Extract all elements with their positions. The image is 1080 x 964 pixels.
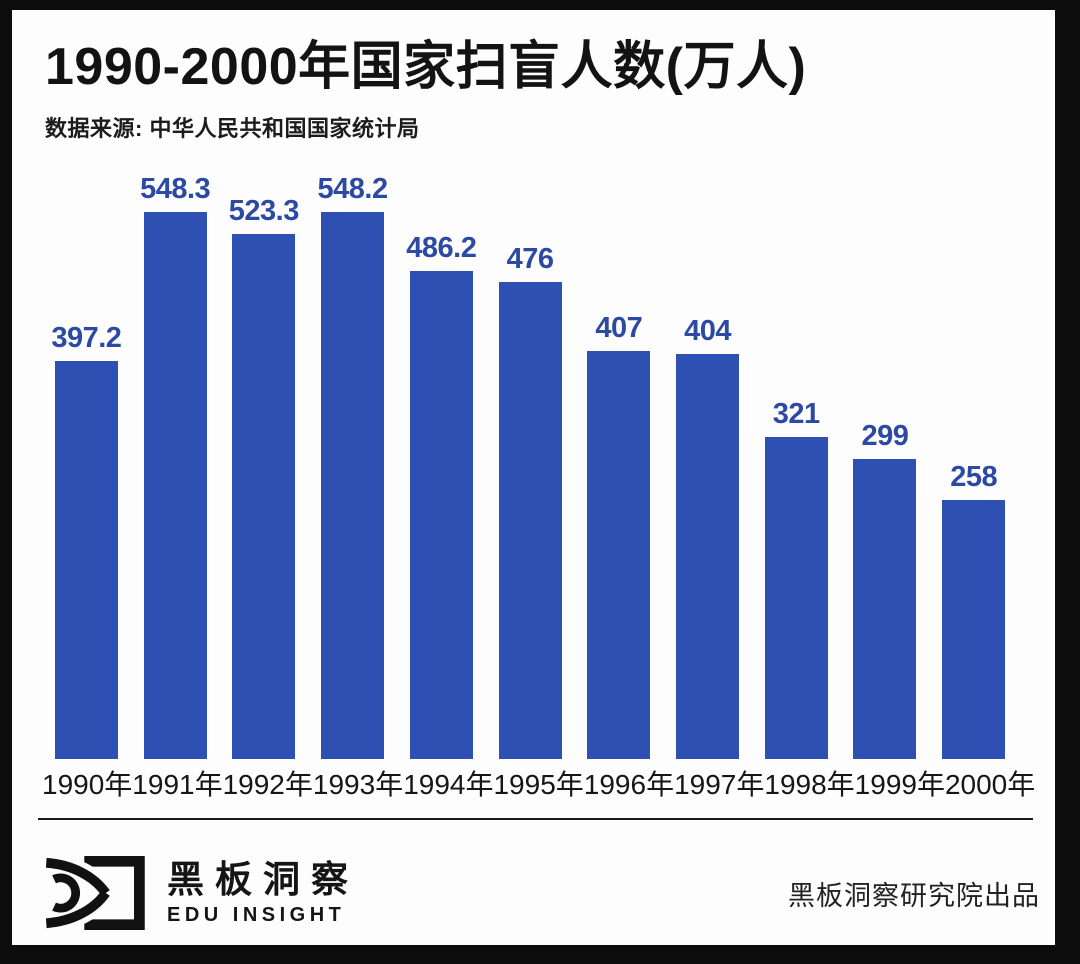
bar-1996年: [587, 350, 651, 759]
bar-slot: 523.3: [219, 173, 308, 759]
bar-value-label: 548.2: [317, 172, 389, 205]
brand-name-english: EDU INSIGHT: [167, 903, 346, 926]
bar-value-label: 397.2: [51, 321, 122, 354]
x-axis-label: 1990年: [42, 768, 133, 800]
bar-1993年: [321, 211, 385, 759]
brand-text: 黑板洞察 EDU INSIGHT: [167, 859, 359, 927]
bar-slot: 548.2: [308, 173, 397, 759]
brand-name-chinese: 黑板洞察: [167, 859, 359, 901]
bar-value-label: 476: [506, 242, 554, 275]
x-axis-label: 1991年: [132, 768, 223, 800]
header: 1990-2000年国家扫盲人数(万人) 数据来源: 中华人民共和国国家统计局: [12, 10, 1055, 143]
bar-1997年: [676, 353, 739, 759]
footer: 黑板洞察 EDU INSIGHT 黑板洞察研究院出品: [45, 854, 1040, 933]
bar-slot: 321: [752, 173, 841, 759]
bar-value-label: 548.3: [140, 172, 211, 205]
edu-insight-eye-blackboard-logo-icon: [45, 854, 145, 933]
x-axis-label: 1992年: [222, 768, 313, 800]
bar-slot: 404: [663, 173, 752, 759]
bar-slot: 486.2: [397, 173, 486, 759]
bar-slot: 397.2: [42, 173, 131, 759]
bar-value-label: 407: [595, 311, 643, 344]
footer-divider-rule: [38, 818, 1033, 821]
credit-text: 黑板洞察研究院出品: [788, 880, 1040, 911]
bar-value-label: 486.2: [406, 231, 477, 264]
x-axis-label: 1994年: [403, 768, 494, 800]
bar-1998年: [764, 436, 828, 759]
data-source-note: 数据来源: 中华人民共和国国家统计局: [45, 115, 420, 141]
bar-1994年: [409, 270, 473, 759]
bar-1991年: [143, 211, 207, 759]
bar-value-label: 299: [861, 419, 909, 452]
bar-1995年: [498, 281, 562, 759]
x-axis-label: 1999年: [854, 768, 945, 800]
x-axis-label: 1995年: [493, 768, 584, 800]
x-axis-labels: 1990年 1991年 1992年 1993年 1994年 1995年 1996年 1997年…: [42, 768, 1035, 802]
bar-value-label: 258: [950, 460, 998, 493]
brand-logo: 黑板洞察 EDU INSIGHT: [45, 854, 359, 933]
bar-slot: 407: [574, 173, 663, 759]
x-axis-label: 1998年: [764, 768, 855, 800]
bar-value-label: 523.3: [228, 194, 300, 227]
bar-value-label: 404: [684, 314, 731, 347]
x-axis-label: 1993年: [312, 768, 404, 800]
bar-2000年: [942, 499, 1006, 759]
bar-1990年: [54, 360, 118, 759]
bar-slot: 548.3: [131, 173, 220, 759]
x-axis-label: 1996年: [583, 768, 675, 800]
x-axis-label: 2000年: [944, 768, 1036, 800]
bar-slot: 476: [486, 173, 575, 759]
bar-chart-plot: 397.2 548.3 523.3 548.2 486.2 476 407 404 321 299…: [42, 173, 1018, 759]
bar-1992年: [232, 233, 296, 759]
bar-value-label: 321: [772, 397, 820, 430]
bar-slot: 258: [929, 173, 1018, 759]
bar-1999年: [853, 458, 917, 759]
x-axis-label: 1997年: [674, 768, 765, 800]
bar-slot: 299: [841, 173, 930, 759]
chart-title: 1990-2000年国家扫盲人数(万人): [45, 38, 807, 96]
infographic-canvas: 1990-2000年国家扫盲人数(万人) 数据来源: 中华人民共和国国家统计局 …: [12, 10, 1055, 945]
